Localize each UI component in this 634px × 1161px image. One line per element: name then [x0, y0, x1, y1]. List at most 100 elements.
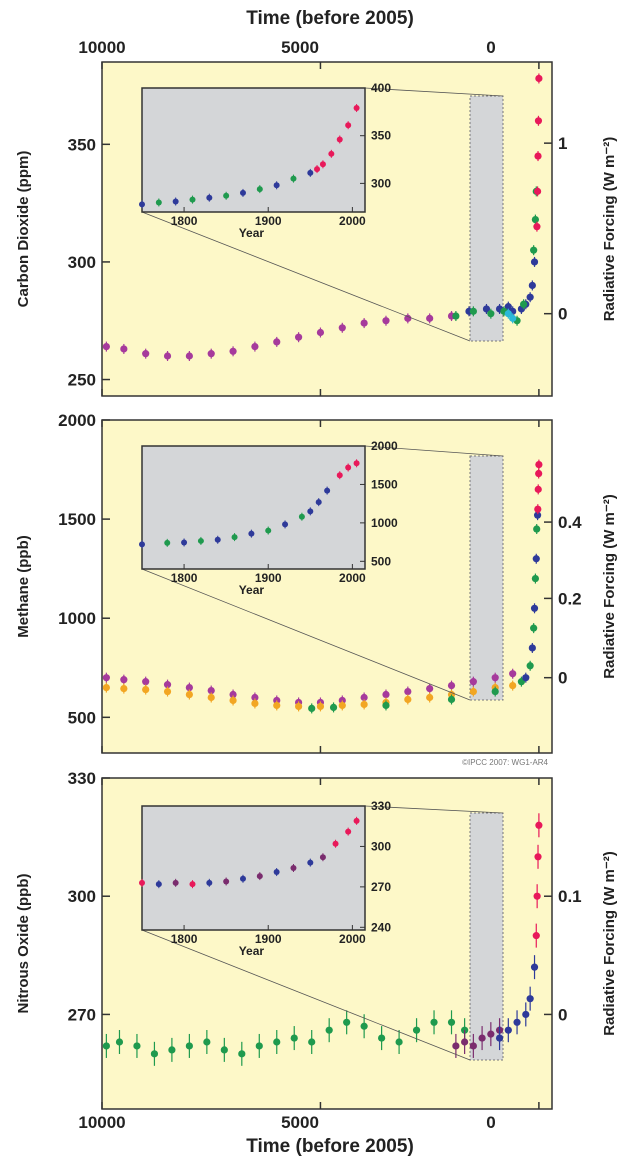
data-point — [532, 555, 540, 563]
y2-tick-label: 0.1 — [558, 887, 582, 906]
data-point — [534, 505, 542, 513]
data-point — [478, 1034, 486, 1042]
y-tick-label: 500 — [68, 708, 96, 727]
data-point — [534, 485, 542, 493]
data-point — [530, 624, 538, 632]
data-point — [207, 693, 215, 702]
data-point — [382, 317, 390, 325]
inset-data-point — [353, 460, 360, 467]
y-axis-label: Nitrous Oxide (ppb) — [15, 874, 32, 1014]
data-point — [203, 1038, 211, 1046]
data-point — [185, 683, 193, 692]
data-point — [150, 1050, 159, 1058]
data-point — [120, 684, 128, 693]
data-point — [534, 117, 543, 125]
inset-y-tick-label: 300 — [371, 839, 391, 853]
data-point — [325, 1026, 333, 1034]
y-tick-label: 2000 — [58, 411, 96, 430]
inset-data-point — [345, 122, 352, 129]
data-point — [102, 1042, 110, 1050]
data-point — [120, 676, 128, 684]
data-point — [404, 687, 412, 696]
inset-data-point — [336, 136, 343, 143]
data-point — [522, 674, 530, 682]
inset-data-point — [298, 513, 305, 520]
inset-data-point — [172, 879, 179, 886]
inset-plot — [141, 805, 366, 931]
top-tick-0: 0 — [486, 38, 495, 57]
data-point — [534, 152, 542, 160]
y2-tick-label: 0.2 — [558, 589, 582, 608]
inset-x-tick-label: 1900 — [255, 214, 282, 228]
top-axis-title: Time (before 2005) — [246, 8, 414, 29]
data-point — [115, 1038, 124, 1046]
inset-data-point — [307, 508, 314, 515]
data-point — [360, 700, 368, 709]
inset-data-point — [239, 189, 246, 196]
data-point — [360, 693, 368, 702]
y-tick-label: 300 — [68, 887, 96, 906]
data-point — [378, 1034, 386, 1042]
data-point — [185, 352, 193, 360]
inset-y-tick-label: 270 — [371, 880, 391, 894]
inset-data-point — [155, 881, 162, 888]
data-point — [102, 343, 110, 351]
inset-y-tick-label: 400 — [371, 81, 391, 95]
data-point — [530, 963, 539, 971]
data-point — [535, 821, 543, 829]
bottom-tick-5000: 5000 — [281, 1113, 319, 1132]
data-point — [273, 1038, 281, 1046]
top-tick-5000: 5000 — [281, 38, 319, 57]
inset-data-point — [231, 534, 238, 541]
inset-data-point — [206, 194, 213, 201]
data-point — [251, 699, 259, 708]
data-point — [229, 690, 237, 699]
inset-data-point — [265, 527, 272, 534]
data-point — [533, 511, 542, 519]
y2-tick-label: 1 — [558, 134, 567, 153]
inset-x-tick-label: 1800 — [171, 571, 198, 585]
data-point — [535, 74, 543, 83]
inset-data-point — [319, 161, 326, 168]
inset-x-tick-label: 2000 — [339, 932, 366, 946]
inset-data-point — [239, 875, 246, 882]
data-point — [207, 350, 215, 358]
co2-panel: 350 300 250 1 0 Carbon Dioxide (ppm) Radiative… — [15, 61, 618, 397]
inset-data-point — [353, 817, 360, 824]
data-point — [102, 674, 110, 682]
data-point — [530, 604, 539, 612]
data-point — [469, 687, 477, 696]
data-point — [491, 674, 499, 682]
data-point — [290, 1034, 298, 1042]
inset-data-point — [345, 828, 352, 835]
inset-data-point — [353, 105, 360, 112]
data-point — [273, 701, 281, 710]
data-point — [142, 678, 150, 686]
data-point — [251, 693, 259, 702]
inset-y-tick-label: 500 — [371, 554, 391, 568]
data-point — [229, 696, 237, 705]
data-point — [412, 1026, 421, 1034]
y2-axis-label: Radiative Forcing (W m⁻²) — [601, 137, 618, 322]
inset-data-point — [336, 472, 343, 479]
data-point — [404, 314, 412, 322]
inset-data-point — [256, 186, 263, 193]
data-point — [504, 1026, 512, 1034]
inset-connector — [364, 445, 504, 457]
data-point — [526, 662, 534, 670]
y-tick-label: 300 — [68, 253, 96, 272]
recent-window — [469, 455, 504, 701]
nitrous-oxide-panel: 330 300 270 0.1 0 Nitrous Oxide (ppb) Radiativ… — [15, 769, 618, 1110]
data-point — [295, 333, 303, 341]
y-tick-label: 1500 — [58, 510, 96, 529]
bottom-tick-0: 0 — [486, 1113, 495, 1132]
y-tick-label: 1000 — [58, 609, 96, 628]
inset-data-point — [197, 537, 204, 544]
data-point — [533, 892, 541, 900]
inset-y-tick-label: 240 — [371, 920, 391, 934]
data-point — [229, 347, 237, 355]
data-point — [308, 704, 316, 713]
inset-plot — [141, 87, 366, 213]
data-point — [404, 695, 412, 704]
